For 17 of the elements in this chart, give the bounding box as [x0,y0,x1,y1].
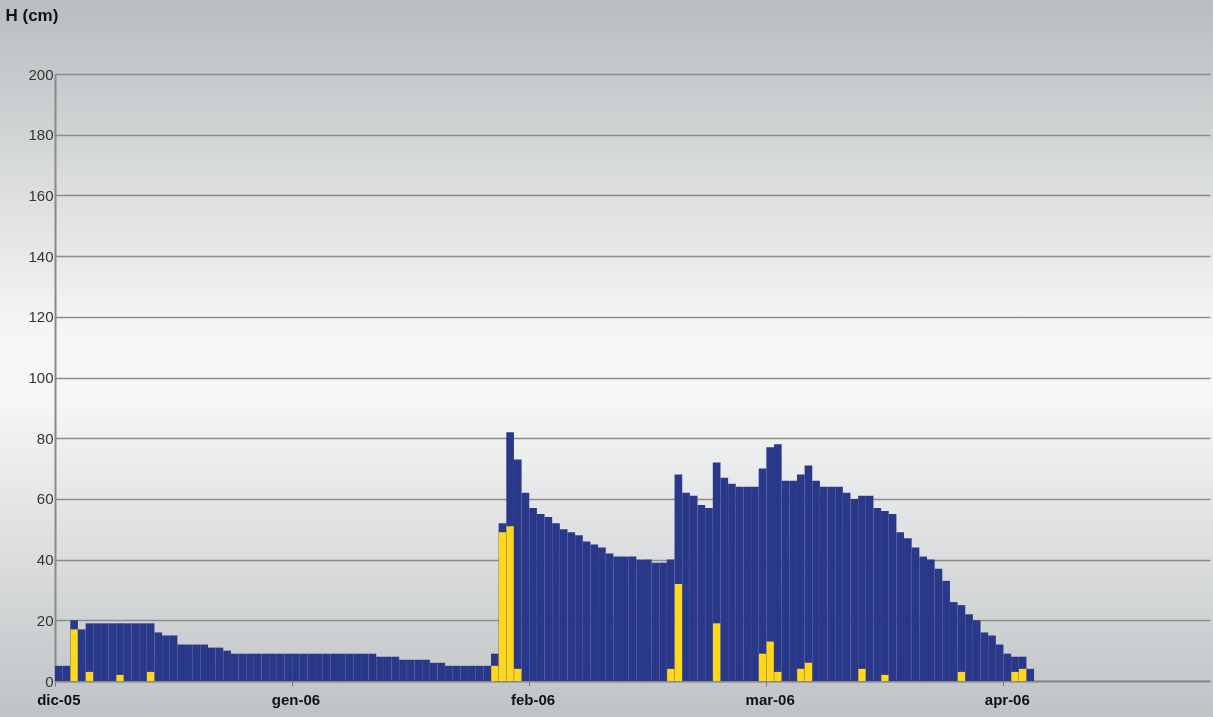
y-tick-label: 100 [28,369,54,386]
y-axis-title: H (cm) [5,5,59,25]
x-tick-label: gen-06 [271,690,321,708]
y-tick-label: 40 [36,551,54,569]
y-tick-label: 200 [28,65,54,83]
x-tick-label: apr-06 [984,690,1030,708]
y-tick-label: 180 [28,126,54,144]
y-tick-label: 80 [36,429,54,447]
y-tick-label: 20 [36,611,54,629]
x-tick-label: mar-06 [745,690,795,708]
x-tick-label: dic-05 [37,690,81,708]
y-tick-label: 60 [36,490,54,508]
x-tick-label: feb-06 [510,690,556,708]
y-tick-label: 0 [45,672,54,690]
y-tick-label: 160 [28,186,54,204]
y-tick-label: 140 [28,247,54,265]
y-tick-label: 120 [28,308,54,326]
